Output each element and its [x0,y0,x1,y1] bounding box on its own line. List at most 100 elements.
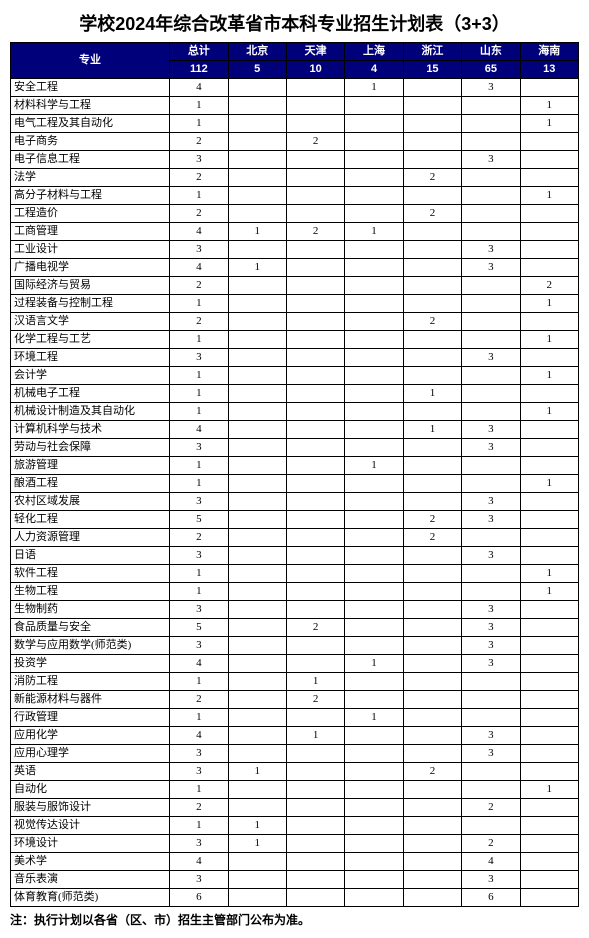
cell-hn [520,835,578,853]
cell-hn: 1 [520,367,578,385]
cell-hn [520,853,578,871]
cell-tj [286,709,344,727]
cell-zj [403,151,461,169]
table-row: 环境设计312 [11,835,579,853]
cell-total: 3 [170,493,228,511]
cell-sh [345,385,403,403]
cell-tj [286,187,344,205]
cell-total: 3 [170,745,228,763]
cell-sd: 3 [462,601,520,619]
table-row: 数学与应用数学(师范类)33 [11,637,579,655]
cell-major: 法学 [11,169,170,187]
cell-sd [462,565,520,583]
cell-hn [520,709,578,727]
cell-sd: 3 [462,511,520,529]
cell-total: 4 [170,223,228,241]
cell-sd [462,385,520,403]
cell-bj [228,781,286,799]
cell-bj [228,493,286,511]
cell-major: 新能源材料与器件 [11,691,170,709]
cell-hn [520,691,578,709]
cell-tj [286,601,344,619]
cell-total: 1 [170,781,228,799]
cell-tj [286,79,344,97]
cell-total: 2 [170,277,228,295]
cell-sh [345,727,403,745]
cell-sd: 3 [462,241,520,259]
cell-sh [345,871,403,889]
cell-zj [403,745,461,763]
cell-major: 酿酒工程 [11,475,170,493]
table-row: 轻化工程523 [11,511,579,529]
cell-major: 国际经济与贸易 [11,277,170,295]
cell-bj [228,799,286,817]
cell-bj [228,313,286,331]
cell-bj [228,205,286,223]
cell-zj [403,601,461,619]
table-row: 应用化学413 [11,727,579,745]
table-row: 汉语言文学22 [11,313,579,331]
cell-tj [286,565,344,583]
cell-total: 3 [170,151,228,169]
cell-zj: 2 [403,511,461,529]
header-tj: 天津 [286,43,344,61]
cell-zj [403,79,461,97]
cell-total: 1 [170,385,228,403]
cell-tj: 2 [286,691,344,709]
cell-sd [462,529,520,547]
cell-sh [345,331,403,349]
cell-tj [286,511,344,529]
cell-total: 2 [170,133,228,151]
cell-major: 电子信息工程 [11,151,170,169]
cell-sd: 3 [462,547,520,565]
cell-bj [228,727,286,745]
cell-zj [403,565,461,583]
table-row: 工业设计33 [11,241,579,259]
header-major: 专业 [11,43,170,79]
table-row: 美术学44 [11,853,579,871]
cell-tj: 2 [286,619,344,637]
cell-total: 1 [170,709,228,727]
cell-sd: 3 [462,79,520,97]
cell-sh [345,889,403,907]
cell-major: 英语 [11,763,170,781]
cell-sd: 3 [462,871,520,889]
cell-bj [228,277,286,295]
table-row: 电气工程及其自动化11 [11,115,579,133]
cell-zj [403,853,461,871]
cell-total: 2 [170,313,228,331]
cell-zj [403,277,461,295]
table-row: 环境工程33 [11,349,579,367]
cell-bj [228,187,286,205]
cell-sd: 3 [462,439,520,457]
table-row: 机械设计制造及其自动化11 [11,403,579,421]
cell-major: 电气工程及其自动化 [11,115,170,133]
cell-sh [345,133,403,151]
cell-bj [228,619,286,637]
cell-sd [462,205,520,223]
cell-bj [228,241,286,259]
cell-sd [462,475,520,493]
cell-tj [286,241,344,259]
cell-sh [345,187,403,205]
cell-bj [228,709,286,727]
cell-sd [462,115,520,133]
cell-major: 过程装备与控制工程 [11,295,170,313]
cell-hn [520,349,578,367]
cell-total: 3 [170,835,228,853]
cell-sd [462,691,520,709]
cell-major: 音乐表演 [11,871,170,889]
cell-tj [286,385,344,403]
cell-total: 2 [170,205,228,223]
cell-sh [345,745,403,763]
cell-total: 1 [170,565,228,583]
cell-tj [286,853,344,871]
cell-hn [520,637,578,655]
cell-major: 轻化工程 [11,511,170,529]
table-row: 电子信息工程33 [11,151,579,169]
cell-tj [286,349,344,367]
table-row: 安全工程413 [11,79,579,97]
table-row: 软件工程11 [11,565,579,583]
cell-sd: 4 [462,853,520,871]
cell-tj [286,835,344,853]
